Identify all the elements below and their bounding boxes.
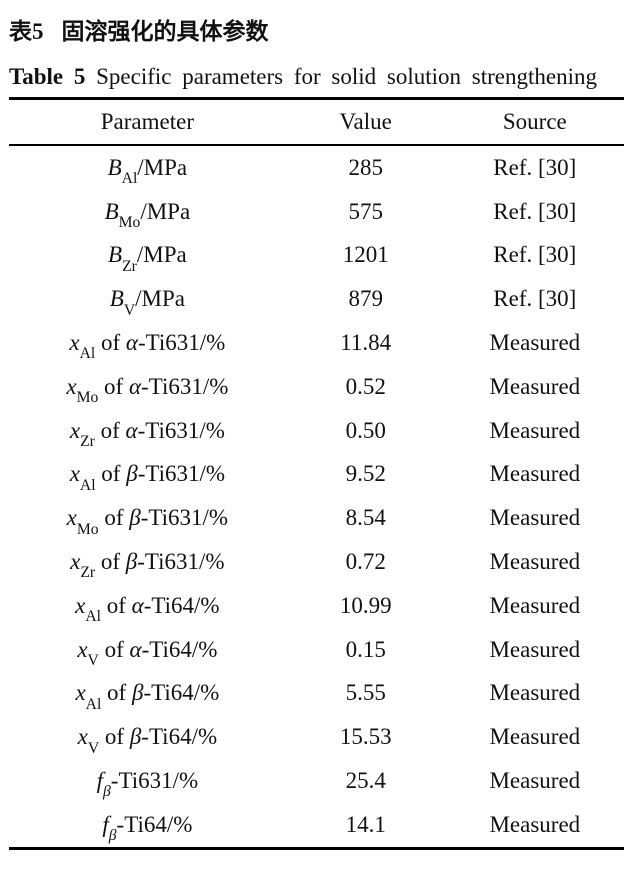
source-cell: Ref. [30] [493, 154, 577, 180]
value-cell: 25.4 [345, 768, 386, 794]
source-cell: Ref. [30] [493, 286, 577, 312]
table-row: BAl/MPa 285 Ref. [30] [9, 145, 624, 190]
source-cell: Measured [489, 417, 581, 443]
source-cell: Measured [489, 636, 581, 662]
parameter-cell: xV of α-Ti64/% [77, 636, 218, 670]
value-cell: 1201 [342, 242, 389, 268]
value-cell: 879 [348, 286, 383, 312]
column-header-value: Value [285, 98, 446, 146]
value-cell: 11.84 [340, 330, 392, 356]
value-cell: 10.99 [339, 592, 392, 618]
source-cell: Measured [489, 811, 581, 837]
value-cell: 14.1 [345, 811, 386, 837]
source-cell: Measured [489, 505, 581, 531]
value-cell: 0.52 [345, 373, 386, 399]
parameter-cell: xAl of β-Ti631/% [69, 461, 226, 494]
parameter-cell: xAl of β-Ti64/% [75, 680, 220, 713]
value-cell: 0.50 [345, 417, 386, 443]
table-caption-en-title: Specific parameters for solid solution s… [96, 64, 597, 89]
table-row: xAl of β-Ti631/% 9.52 Measured [9, 453, 624, 497]
table-row: BV/MPa 879 Ref. [30] [9, 277, 624, 321]
source-cell: Ref. [30] [493, 242, 577, 268]
value-cell: 575 [348, 198, 383, 224]
table-row: xMo of β-Ti631/% 8.54 Measured [9, 496, 624, 540]
parameter-cell: xMo of β-Ti631/% [66, 505, 229, 538]
column-header-parameter: Parameter [9, 98, 286, 146]
table-row: fβ-Ti64/% 14.1 Measured [9, 803, 624, 848]
source-cell: Measured [489, 373, 581, 399]
table-row: xZr of β-Ti631/% 0.72 Measured [9, 540, 624, 584]
value-cell: 15.53 [339, 724, 392, 750]
source-cell: Ref. [30] [493, 198, 577, 224]
value-cell: 285 [348, 154, 383, 180]
table-row: xAl of α-Ti631/% 11.84 Measured [9, 321, 624, 365]
value-cell: 0.15 [345, 636, 386, 662]
parameter-cell: BAl/MPa [107, 154, 188, 188]
parameter-cell: xAl of α-Ti64/% [75, 592, 220, 626]
parameter-cell: xAl of α-Ti631/% [69, 330, 226, 363]
table-row: BZr/MPa 1201 Ref. [30] [9, 234, 624, 278]
table-caption-zh-title: 固溶强化的具体参数 [61, 19, 269, 44]
value-cell: 0.72 [345, 549, 386, 575]
parameter-cell: BV/MPa [109, 286, 185, 319]
source-cell: Measured [489, 330, 581, 356]
parameter-cell: xV of β-Ti64/% [77, 724, 218, 757]
parameter-cell: BMo/MPa [104, 198, 191, 232]
table-row: xMo of α-Ti631/% 0.52 Measured [9, 365, 624, 409]
table-caption-en: Table 5 Specific parameters for solid so… [9, 58, 624, 95]
source-cell: Measured [489, 680, 581, 706]
table-row: xAl of α-Ti64/% 10.99 Measured [9, 584, 624, 628]
parameter-cell: fβ-Ti64/% [102, 811, 193, 845]
column-header-source: Source [445, 98, 624, 146]
table-caption-zh-label: 表5 [9, 19, 44, 44]
parameter-cell: xZr of α-Ti631/% [69, 417, 225, 451]
table-row: fβ-Ti631/% 25.4 Measured [9, 759, 624, 803]
paper-table-page: 表5 固溶强化的具体参数 Table 5 Specific parameters … [9, 12, 624, 850]
source-cell: Measured [489, 461, 581, 487]
table-caption-zh: 表5 固溶强化的具体参数 [9, 12, 624, 46]
table-row: BMo/MPa 575 Ref. [30] [9, 190, 624, 234]
source-cell: Measured [489, 724, 581, 750]
value-cell: 5.55 [345, 680, 386, 706]
table-row: xV of α-Ti64/% 0.15 Measured [9, 628, 624, 672]
table-caption-en-label: Table 5 [9, 64, 86, 89]
parameter-cell: xMo of α-Ti631/% [66, 373, 229, 407]
source-cell: Measured [489, 549, 581, 575]
value-cell: 8.54 [345, 505, 386, 531]
table-row: xAl of β-Ti64/% 5.55 Measured [9, 672, 624, 716]
table-row: xV of β-Ti64/% 15.53 Measured [9, 715, 624, 759]
table-body: BAl/MPa 285 Ref. [30] BMo/MPa 575 Ref. [30] BZ… [9, 145, 624, 848]
parameter-cell: xZr of β-Ti631/% [70, 549, 225, 582]
parameters-table: Parameter Value Source BAl/MPa 285 Ref. [3… [9, 97, 624, 850]
parameter-cell: fβ-Ti631/% [96, 768, 199, 801]
source-cell: Measured [489, 592, 581, 618]
table-row: xZr of α-Ti631/% 0.50 Measured [9, 409, 624, 453]
table-header-row: Parameter Value Source [9, 98, 624, 146]
source-cell: Measured [489, 768, 581, 794]
parameter-cell: BZr/MPa [108, 242, 187, 275]
value-cell: 9.52 [345, 461, 386, 487]
